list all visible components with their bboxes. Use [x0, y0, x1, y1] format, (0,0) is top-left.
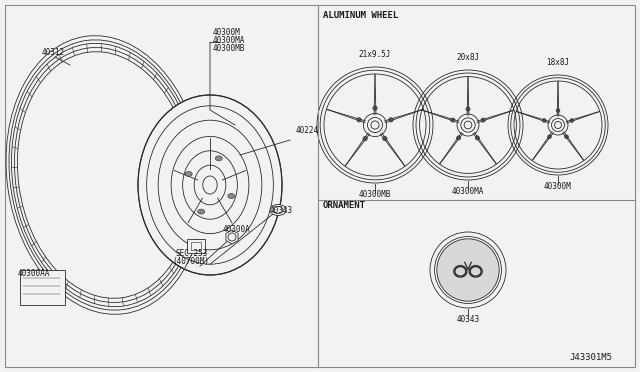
- Text: 40300A: 40300A: [223, 225, 251, 234]
- Circle shape: [437, 239, 499, 301]
- Circle shape: [476, 136, 479, 140]
- Text: 40300MA: 40300MA: [452, 187, 484, 196]
- Text: J43301M5: J43301M5: [569, 353, 612, 362]
- Circle shape: [363, 137, 367, 141]
- Ellipse shape: [270, 205, 286, 215]
- Bar: [191, 242, 201, 250]
- Text: ALUMINUM WHEEL: ALUMINUM WHEEL: [323, 11, 398, 20]
- Text: 40300MA: 40300MA: [213, 36, 245, 45]
- Circle shape: [542, 119, 546, 122]
- Text: 40300M: 40300M: [213, 28, 241, 37]
- Ellipse shape: [198, 209, 205, 214]
- Circle shape: [383, 137, 387, 141]
- Circle shape: [556, 109, 560, 112]
- Text: 40300M: 40300M: [544, 182, 572, 191]
- Text: 18x8J: 18x8J: [547, 58, 570, 67]
- Bar: [20, 270, 65, 305]
- Text: 40343: 40343: [270, 206, 293, 215]
- Ellipse shape: [228, 193, 235, 199]
- Ellipse shape: [138, 95, 282, 275]
- Circle shape: [356, 118, 361, 122]
- Text: 21x9.5J: 21x9.5J: [359, 50, 391, 59]
- Ellipse shape: [215, 156, 222, 161]
- Circle shape: [466, 107, 470, 111]
- Text: 40343: 40343: [456, 315, 479, 324]
- Circle shape: [548, 135, 552, 139]
- Circle shape: [481, 118, 485, 122]
- Text: 40300MB: 40300MB: [213, 44, 245, 53]
- Bar: [187, 239, 205, 253]
- Text: 40300AA: 40300AA: [18, 269, 51, 278]
- Circle shape: [388, 118, 393, 122]
- Circle shape: [564, 135, 568, 139]
- Text: (40700M): (40700M): [172, 257, 209, 266]
- Text: ORNAMENT: ORNAMENT: [323, 201, 366, 210]
- Ellipse shape: [185, 171, 192, 176]
- Text: SEC.253: SEC.253: [176, 249, 209, 258]
- Circle shape: [451, 118, 455, 122]
- Circle shape: [372, 106, 377, 110]
- Circle shape: [456, 136, 461, 140]
- Text: 40224: 40224: [296, 126, 319, 135]
- Text: 40300MB: 40300MB: [359, 190, 391, 199]
- Circle shape: [570, 119, 573, 122]
- Text: 40312: 40312: [42, 48, 65, 57]
- Text: 20x8J: 20x8J: [456, 53, 479, 62]
